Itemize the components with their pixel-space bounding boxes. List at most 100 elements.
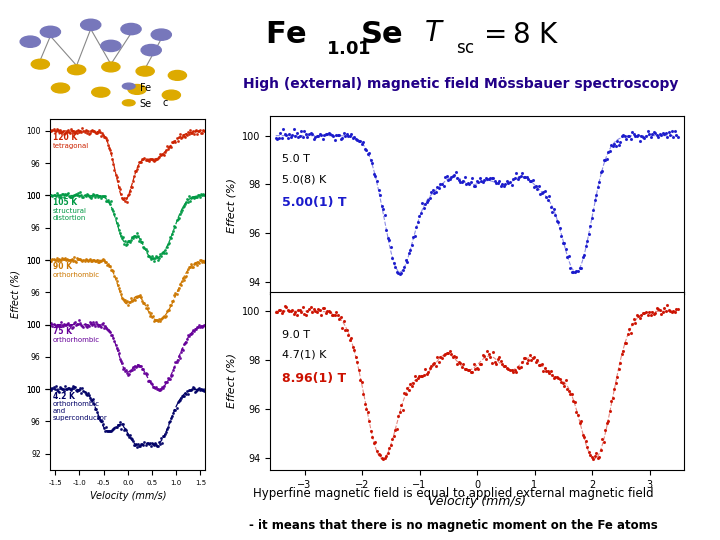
Point [166,138,178,146]
Point [467,368,478,377]
Point [141,155,153,164]
Point [66,192,77,201]
Point [73,386,85,394]
Point [586,214,598,222]
Point [194,323,206,332]
Point [413,212,425,221]
Point [104,327,116,336]
Point [647,130,658,139]
Point [133,362,145,371]
Point [527,354,539,362]
Point [377,205,389,214]
Point [284,130,295,138]
Point [559,381,570,390]
Point [377,455,389,464]
Point [64,129,76,137]
Point [125,294,137,302]
Point [489,357,500,366]
Point [135,238,147,247]
Point [402,258,413,267]
Point [282,306,294,314]
Point [306,130,318,138]
Point [139,369,150,377]
Point [330,130,342,139]
Point [80,389,91,398]
Point [497,360,508,369]
Point [477,351,489,360]
Point [68,382,79,391]
Point [601,418,613,427]
Point [93,321,104,329]
Point [397,406,408,414]
Point [372,177,383,185]
Point [59,381,71,390]
Point [73,192,85,200]
Point [626,320,638,328]
Point [326,130,338,139]
Point [115,190,127,198]
Point [149,384,161,393]
Point [118,363,130,372]
Point [479,352,490,360]
Point [616,131,628,140]
Point [417,372,428,381]
Point [114,228,125,237]
Point [631,131,643,140]
Point [143,157,154,166]
Point [490,360,502,368]
Point [156,150,168,159]
Point [190,258,202,267]
Point [663,306,675,314]
Point [145,441,156,450]
Point [435,353,446,361]
Point [144,376,156,385]
Point [564,389,576,398]
Point [89,193,101,201]
Point [194,384,205,393]
Point [373,450,384,458]
Point [99,191,110,200]
Point [508,174,519,183]
Point [306,308,318,316]
Point [99,321,111,330]
Point [667,133,679,141]
Point [86,396,97,404]
Point [400,256,411,265]
Point [83,191,94,200]
Point [106,426,117,435]
Point [548,373,559,382]
Point [73,386,84,394]
Point [54,256,66,265]
Point [125,367,136,375]
Point [608,385,620,394]
Point [141,246,153,255]
Point [80,321,91,330]
Point [451,360,463,369]
Point [551,372,562,381]
Point [152,154,163,163]
Point [351,358,363,367]
Point [289,132,301,140]
Point [196,384,207,393]
Point [323,307,334,315]
Point [624,132,635,140]
Point [132,232,144,240]
Point [355,376,366,385]
Point [135,291,146,299]
Point [119,237,130,246]
Point [151,384,163,393]
Point [179,273,191,281]
Point [78,191,90,199]
Point [113,226,125,234]
Point [418,203,430,212]
Point [410,376,422,384]
Point [185,260,197,268]
Point [56,127,68,136]
Point [468,181,480,190]
Point [163,144,174,153]
Point [424,194,436,202]
Point [177,203,189,212]
Point [621,338,632,347]
Point [426,362,437,370]
Point [135,361,147,370]
